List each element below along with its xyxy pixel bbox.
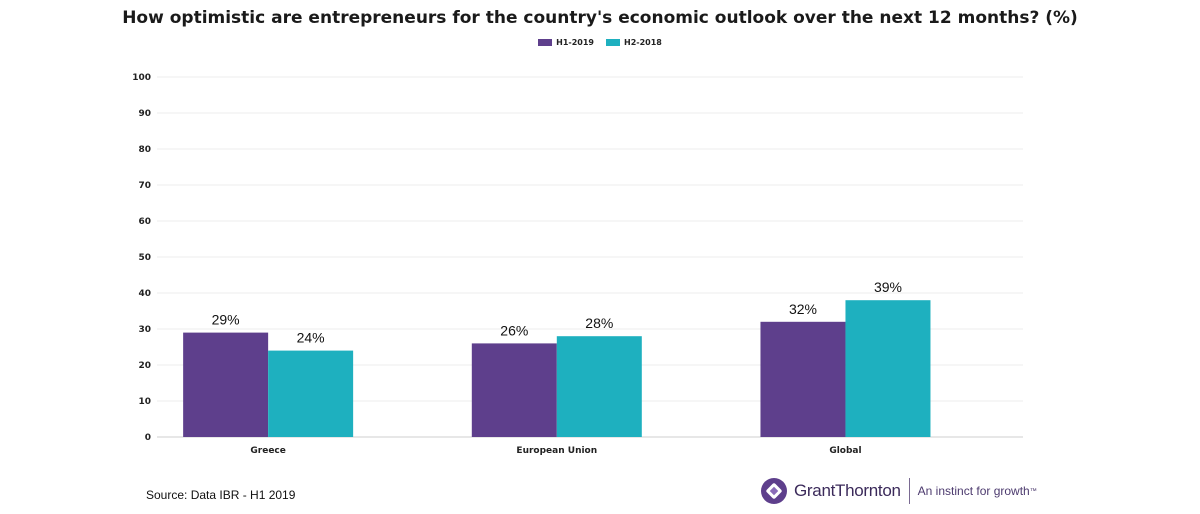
data-label: 24% xyxy=(297,330,325,346)
y-tick-label: 60 xyxy=(138,217,151,227)
bar xyxy=(556,336,642,437)
brand-tagline: An instinct for growth xyxy=(917,484,1030,498)
x-tick-label: Greece xyxy=(250,446,285,456)
data-label: 26% xyxy=(500,322,528,338)
grant-thornton-logo: GrantThornton An instinct for growth ™ xyxy=(760,476,1037,506)
data-label: 28% xyxy=(585,315,613,331)
y-tick-label: 90 xyxy=(138,109,151,119)
y-tick-label: 40 xyxy=(138,289,151,299)
legend: H1-2019 H2-2018 xyxy=(0,38,1200,47)
brand-trademark: ™ xyxy=(1029,487,1037,495)
data-label: 29% xyxy=(212,312,240,328)
y-tick-label: 30 xyxy=(138,325,151,335)
y-tick-label: 80 xyxy=(138,145,151,155)
source-note: Source: Data IBR - H1 2019 xyxy=(146,488,296,502)
bar xyxy=(760,321,846,437)
legend-item-h2-2018[interactable]: H2-2018 xyxy=(606,38,662,47)
bar xyxy=(471,343,557,437)
brand-name: GrantThornton xyxy=(794,481,901,500)
y-tick-label: 70 xyxy=(138,181,151,191)
bar xyxy=(183,332,269,437)
legend-swatch-h1-2019 xyxy=(538,39,553,46)
bar-chart: 0 10 20 30 40 50 60 70 80 90 100 Greece 29% 24% Europe… xyxy=(132,73,1023,456)
y-tick-label: 50 xyxy=(138,253,151,263)
chart-title: How optimistic are entrepreneurs for the… xyxy=(122,8,1078,28)
grant-thornton-emblem-icon xyxy=(761,478,787,504)
y-tick-label: 0 xyxy=(145,433,151,443)
legend-label-h1-2019: H1-2019 xyxy=(556,38,594,47)
bar xyxy=(268,350,354,437)
y-tick-label: 100 xyxy=(132,73,151,83)
y-tick-label: 10 xyxy=(138,397,151,407)
data-label: 32% xyxy=(789,301,817,317)
x-tick-label: Global xyxy=(829,446,861,456)
bar xyxy=(845,300,931,437)
legend-item-h1-2019[interactable]: H1-2019 xyxy=(538,38,594,47)
legend-swatch-h2-2018 xyxy=(606,39,620,46)
legend-label-h2-2018: H2-2018 xyxy=(624,38,662,47)
y-tick-label: 20 xyxy=(138,361,151,371)
x-tick-label: European Union xyxy=(516,446,597,456)
brand-divider xyxy=(908,478,910,504)
data-label: 39% xyxy=(874,279,902,295)
